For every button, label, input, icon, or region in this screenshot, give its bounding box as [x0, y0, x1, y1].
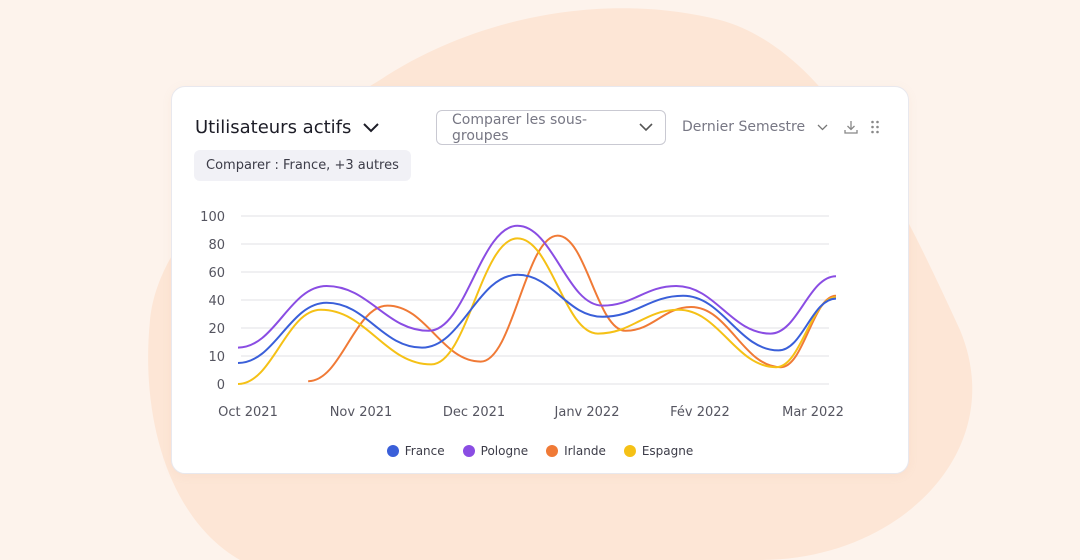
- series-line-france: [237, 273, 837, 364]
- legend-item-espagne[interactable]: Espagne: [623, 444, 694, 458]
- y-tick-label: 0: [217, 378, 225, 393]
- x-tick-label: Fév 2022: [670, 405, 730, 420]
- legend-item-irlande[interactable]: Irlande: [546, 444, 606, 458]
- drag-handle[interactable]: [870, 119, 880, 139]
- y-tick-label: 10: [208, 350, 225, 365]
- compare-chip[interactable]: Comparer : France, +3 autres: [194, 150, 411, 181]
- download-button[interactable]: [843, 119, 859, 139]
- compare-subgroups-label: Comparer les sous-groupes: [452, 111, 588, 144]
- period-dropdown[interactable]: Dernier Semestre: [682, 119, 828, 135]
- series-line-espagne: [237, 237, 837, 385]
- legend-label: France: [404, 444, 445, 458]
- line-chart: 0 10 20 40 60 80 100 Oct 2021 Nov 2021 Dec 2021 Ja…: [200, 210, 844, 420]
- y-tick-label: 40: [208, 294, 225, 309]
- legend-dot-icon: [546, 445, 559, 457]
- chevron-down-icon: [639, 123, 653, 132]
- series-line-pologne: [237, 224, 837, 349]
- chart-card: Utilisateurs actifs Comparer les sous-gr…: [171, 86, 909, 474]
- legend-label: Espagne: [641, 444, 694, 458]
- legend-label: Irlande: [564, 444, 606, 458]
- y-tick-label: 100: [200, 210, 225, 225]
- y-tick-label: 60: [208, 266, 225, 281]
- x-tick-label: Oct 2021: [218, 405, 278, 420]
- legend-dot-icon: [462, 445, 475, 457]
- y-tick-label: 20: [208, 322, 225, 337]
- legend-label: Pologne: [480, 444, 529, 458]
- legend-dot-icon: [386, 445, 399, 457]
- chart-title: Utilisateurs actifs: [195, 117, 352, 138]
- chevron-down-icon: [363, 122, 380, 132]
- series-line-irlande: [308, 234, 837, 383]
- legend-item-france[interactable]: France: [386, 444, 445, 458]
- x-tick-label: Dec 2021: [443, 405, 505, 420]
- compare-subgroups-dropdown[interactable]: Comparer les sous-groupes: [436, 110, 666, 145]
- y-tick-label: 80: [208, 238, 225, 253]
- x-tick-label: Nov 2021: [330, 405, 393, 420]
- chevron-down-icon: [817, 124, 828, 130]
- legend-item-pologne[interactable]: Pologne: [462, 444, 529, 458]
- period-label: Dernier Semestre: [682, 119, 806, 135]
- x-tick-label: Janv 2022: [554, 405, 620, 420]
- download-icon: [844, 121, 858, 134]
- chart-legend: France Pologne Irlande Espagne: [172, 444, 908, 458]
- legend-dot-icon: [623, 445, 636, 457]
- x-tick-label: Mar 2022: [782, 405, 844, 420]
- drag-handle-icon: [871, 120, 879, 134]
- metric-selector[interactable]: Utilisateurs actifs: [195, 117, 380, 138]
